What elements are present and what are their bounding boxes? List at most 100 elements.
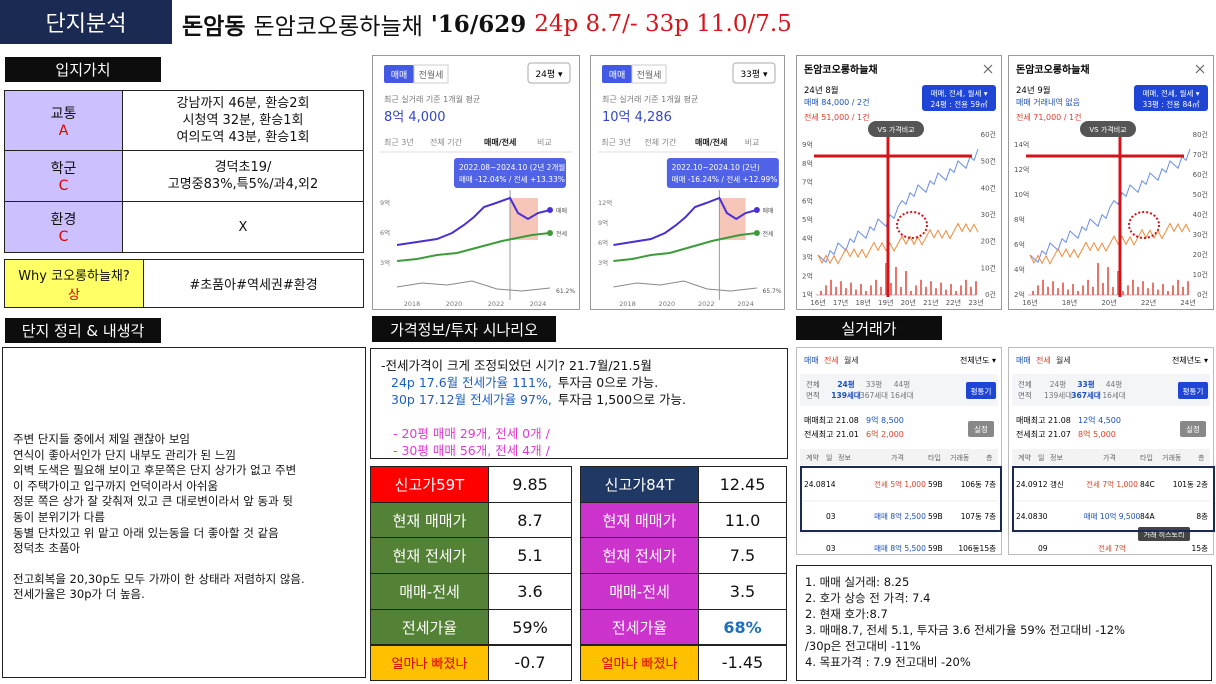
volume-bar [855,289,857,295]
table-label: 신고가84T [604,475,675,494]
volume-bar [950,284,952,295]
summary-paragraph: 주변 단지들 중에서 제일 괜찮아 보임 연식이 좋아서인가 단지 내부도 관리가… [13,432,355,557]
scenario-segment: 투자금 1,500으로 가능. [557,392,687,407]
volume-bar [1137,286,1139,295]
table-label-cell: 신고가59T [370,466,489,503]
trade-day: 12 [1038,480,1048,489]
section-label: 단지 정리 & 내생각 [5,318,161,343]
x-tick-label: 2024 [737,300,754,308]
volume-bar [925,286,927,295]
tab: 매매 [609,70,626,81]
trade-day: 03 [826,544,836,553]
legend-label: 전세 [556,230,567,238]
column-header: 가격 [891,453,904,462]
sale-dot [547,207,553,213]
caption: 최근 실거래 기준 1개월 평균 [602,94,698,104]
header-title: 돈암동 돈암코오롱하늘채 '16/629 24p 8.7/- 33p 11.0/7.5 [182,6,1212,42]
area-option: 24평 [1050,379,1066,389]
y2-tick-label: 50건 [1193,190,1208,199]
volume-bar [930,281,932,295]
y-tick-label: 8억 [802,160,813,168]
volume-bar [1112,287,1114,295]
legend-label: 매매 [763,207,774,215]
area-label: 면적 [1018,390,1032,400]
trade-price: 매매 8억 5,500 [874,544,926,553]
volume-bar [1177,279,1179,295]
compare-button-text: 평통기 [1183,386,1204,396]
note-line: 2. 현재 호가:8.7 [805,607,888,621]
column-header: 거래동 [1162,453,1182,462]
ratio-label: 61.2% [556,288,575,295]
scenario-line: - 30평 매매 56개, 전세 4개 / [381,442,777,459]
table-label-cell: 신고가84T [580,466,699,503]
price-panel: 매매 전월세 33평 ▾ 최근 실거래 기준 1개월 평균 10억 4,286 최근 3년… [590,55,785,310]
y-tick-label: 6억 [380,229,390,237]
column-header: 층 [986,453,993,462]
volume-bar [1157,289,1159,295]
area-label: 전체 [1018,379,1032,389]
location-text-cell: 강남까지 46분, 환승2회 시청역 32분, 환승1회 여의도역 43분, 환승1… [122,90,364,151]
scenario-segment: 투자금 0으로 가능. [557,375,659,390]
y-tick-label: 7억 [802,179,813,187]
x-tick-label: 18년 [1062,298,1077,307]
header-title-part: 돈암동 [182,14,246,40]
volume-bar [1037,285,1039,295]
volume-bar [1097,263,1099,295]
period-tab: 전체 기간 [644,137,677,147]
volume-bar [1132,279,1134,295]
volume-bar [830,279,832,295]
table-label: 전세가율 [611,618,668,637]
period-select: 전체년도 ▾ [960,355,996,365]
why-grade: 상 [68,287,80,303]
close-icon [1195,64,1205,74]
trade-unit: 15층 [1192,544,1209,553]
notes-box: 1. 매매 실거래: 8.25 2. 호가 상승 전 가격: 7.4 2. 현재 호… [796,565,1212,681]
compare-button [1178,382,1208,399]
volume-bar [1082,285,1084,295]
summary-line: 정문 쪽은 상가 잘 갖춰져 있고 큰 대로변이라서 앞 동과 뒷 [13,494,293,509]
volume-bar [825,285,827,295]
high-label: 전세최고 21.01 [804,429,859,439]
location-text-cell: X [122,201,364,253]
trade-ym: 24.08 [1016,512,1038,521]
volume-bar [1102,283,1104,295]
ratio-line [396,280,551,292]
y2-tick-label: 50건 [981,157,996,166]
column-header: 일 [1038,453,1044,462]
table-label-cell: 전세가율 [580,608,699,646]
section-label-text: 입지가치 [55,61,111,79]
y-tick-label: 6억 [598,239,608,247]
volume-bar [935,288,937,295]
column-header: 층 [1198,453,1205,462]
period-tab: 비교 [537,138,552,147]
location-label: 교통 [50,105,77,122]
table-label: 현재 매매가 [602,511,677,530]
column-header: 일 [826,453,832,462]
size-dropdown [732,62,776,84]
tab: 매매 [391,70,408,81]
section-label-text: 실거래가 [841,319,897,338]
section-label: 입지가치 [5,57,161,82]
period-tab: 비교 [745,138,760,147]
x-tick-label: 19년 [878,298,893,307]
trade-unit: 101동 2층 [1173,480,1208,489]
volume-bar [1032,291,1034,295]
volume-bar [955,291,957,295]
header-title-part: 24p 8.7/- 33p 11.0/7.5 [534,11,792,37]
x-tick-label: 24년 [1180,298,1195,307]
range-tooltip [454,158,566,188]
volume-bar [895,267,897,295]
rent-line [396,232,551,262]
rent-trend [817,222,979,265]
tab-active [602,65,632,83]
table-value: 68% [723,617,762,637]
volume-bar [835,286,837,295]
table-value-cell: -0.7 [488,644,572,682]
highlight-circle [1128,211,1160,239]
y2-tick-label: 60건 [981,130,996,139]
area-label: 면적 [806,390,820,400]
note-line: /30p은 전고대비 -11% [805,639,921,653]
note-line: 2. 호가 상승 전 가격: 7.4 [805,591,931,605]
y-tick-label: 2억 [802,272,813,280]
x-tick-label: 20년 [901,298,916,307]
